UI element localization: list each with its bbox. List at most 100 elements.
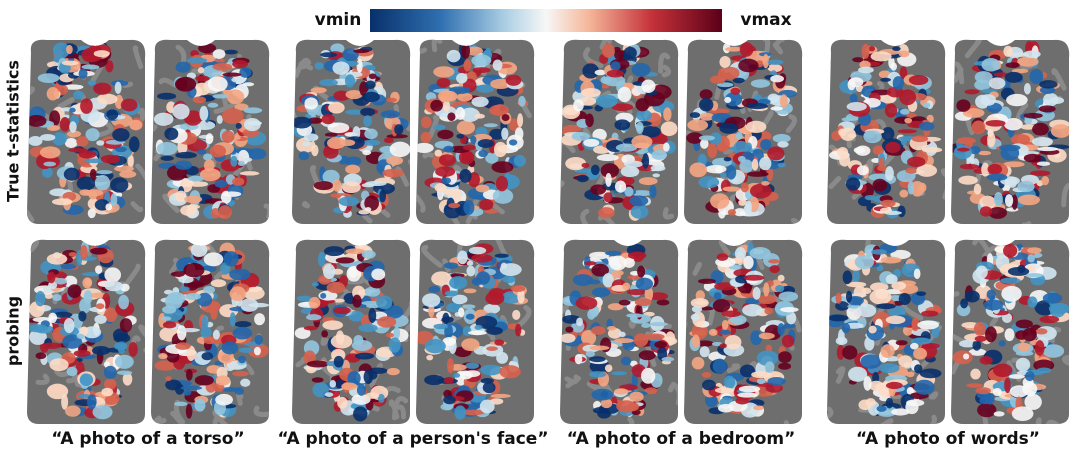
activation-patch xyxy=(184,195,203,204)
activation-patch xyxy=(60,263,77,270)
column-caption: “A photo of a torso” xyxy=(51,429,244,449)
activation-patch xyxy=(226,89,245,105)
activation-patch xyxy=(311,144,319,157)
activation-patch xyxy=(869,289,892,305)
sulcus xyxy=(292,98,298,122)
activation-patch xyxy=(475,184,490,193)
sulcus xyxy=(27,86,35,96)
activation-map xyxy=(152,239,270,424)
activation-patch xyxy=(67,284,82,299)
activation-patch xyxy=(115,146,127,153)
activation-patch xyxy=(880,207,892,214)
activation-patch xyxy=(212,94,230,99)
activation-patch xyxy=(495,175,509,192)
activation-patch xyxy=(878,157,885,168)
activation-patch xyxy=(641,125,661,138)
activation-patch xyxy=(312,382,329,398)
activation-patch xyxy=(1017,264,1026,274)
activation-patch xyxy=(27,115,47,127)
activation-patch xyxy=(513,154,527,167)
sulcus xyxy=(369,362,383,388)
activation-patch xyxy=(172,103,190,120)
activation-patch xyxy=(956,99,971,112)
sulcus xyxy=(827,406,834,423)
activation-patch xyxy=(576,317,583,327)
activation-patch xyxy=(781,334,795,348)
activation-patch xyxy=(456,133,465,139)
activation-patch xyxy=(626,288,646,296)
activation-patch xyxy=(872,145,884,156)
activation-patch xyxy=(311,377,324,383)
activation-patch xyxy=(479,199,494,211)
activation-patch xyxy=(199,105,209,122)
activation-patch xyxy=(491,161,514,173)
activation-patch xyxy=(83,290,93,305)
activation-patch xyxy=(623,257,635,269)
activation-patch xyxy=(52,132,67,146)
activation-patch xyxy=(986,173,1008,181)
activation-patch xyxy=(160,155,174,161)
activation-patch xyxy=(835,292,842,304)
activation-patch xyxy=(333,355,344,368)
activation-patch xyxy=(194,375,214,386)
activation-patch xyxy=(620,165,640,178)
sulcus xyxy=(422,151,435,159)
activation-patch xyxy=(422,293,441,308)
activation-patch xyxy=(1037,146,1059,152)
activation-patch xyxy=(623,46,637,60)
activation-patch xyxy=(750,330,763,346)
activation-patch xyxy=(95,265,103,274)
activation-patch xyxy=(905,371,915,378)
activation-patch xyxy=(576,174,589,183)
colorbar-min-label: vmin xyxy=(315,10,362,30)
activation-patch xyxy=(877,165,887,172)
activation-patch xyxy=(446,49,461,63)
activation-patch xyxy=(767,146,785,161)
activation-patch xyxy=(358,209,370,215)
activation-patch xyxy=(347,371,361,386)
activation-patch xyxy=(905,400,919,415)
activation-patch xyxy=(993,411,1005,417)
activation-patch xyxy=(153,112,174,126)
activation-patch xyxy=(345,248,366,255)
activation-map xyxy=(560,243,679,424)
activation-patch xyxy=(588,371,607,378)
activation-patch xyxy=(377,393,385,403)
activation-patch xyxy=(868,46,875,52)
activation-patch xyxy=(73,90,85,100)
activation-patch xyxy=(468,330,487,336)
activation-patch xyxy=(320,292,327,299)
activation-patch xyxy=(993,191,1003,207)
activation-patch xyxy=(921,342,941,349)
activation-patch xyxy=(200,326,212,339)
activation-patch xyxy=(1030,170,1051,176)
sulcus xyxy=(684,241,691,264)
activation-patch xyxy=(981,162,990,177)
activation-patch xyxy=(1023,153,1042,163)
sulcus xyxy=(583,47,604,69)
activation-patch xyxy=(253,346,261,356)
sulcus xyxy=(835,366,846,384)
sulcus xyxy=(362,213,373,224)
activation-patch xyxy=(426,354,434,361)
activation-patch xyxy=(364,128,378,140)
activation-patch xyxy=(485,152,499,164)
activation-patch xyxy=(298,151,310,161)
activation-patch xyxy=(860,354,882,369)
activation-patch xyxy=(1004,328,1015,342)
activation-patch xyxy=(78,68,88,79)
activation-patch xyxy=(119,318,133,333)
activation-patch xyxy=(162,321,177,329)
sulcus xyxy=(416,193,426,213)
activation-map xyxy=(27,40,146,223)
panels: True t-statistics probing “A photo of a to… xyxy=(4,39,1070,449)
activation-map xyxy=(292,43,411,224)
activation-patch xyxy=(348,310,365,322)
activation-patch xyxy=(1027,265,1035,272)
activation-patch xyxy=(185,292,201,301)
activation-patch xyxy=(332,179,342,192)
activation-patch xyxy=(983,299,1004,311)
activation-patch xyxy=(82,277,93,289)
activation-patch xyxy=(476,84,495,93)
activation-patch xyxy=(648,292,668,301)
